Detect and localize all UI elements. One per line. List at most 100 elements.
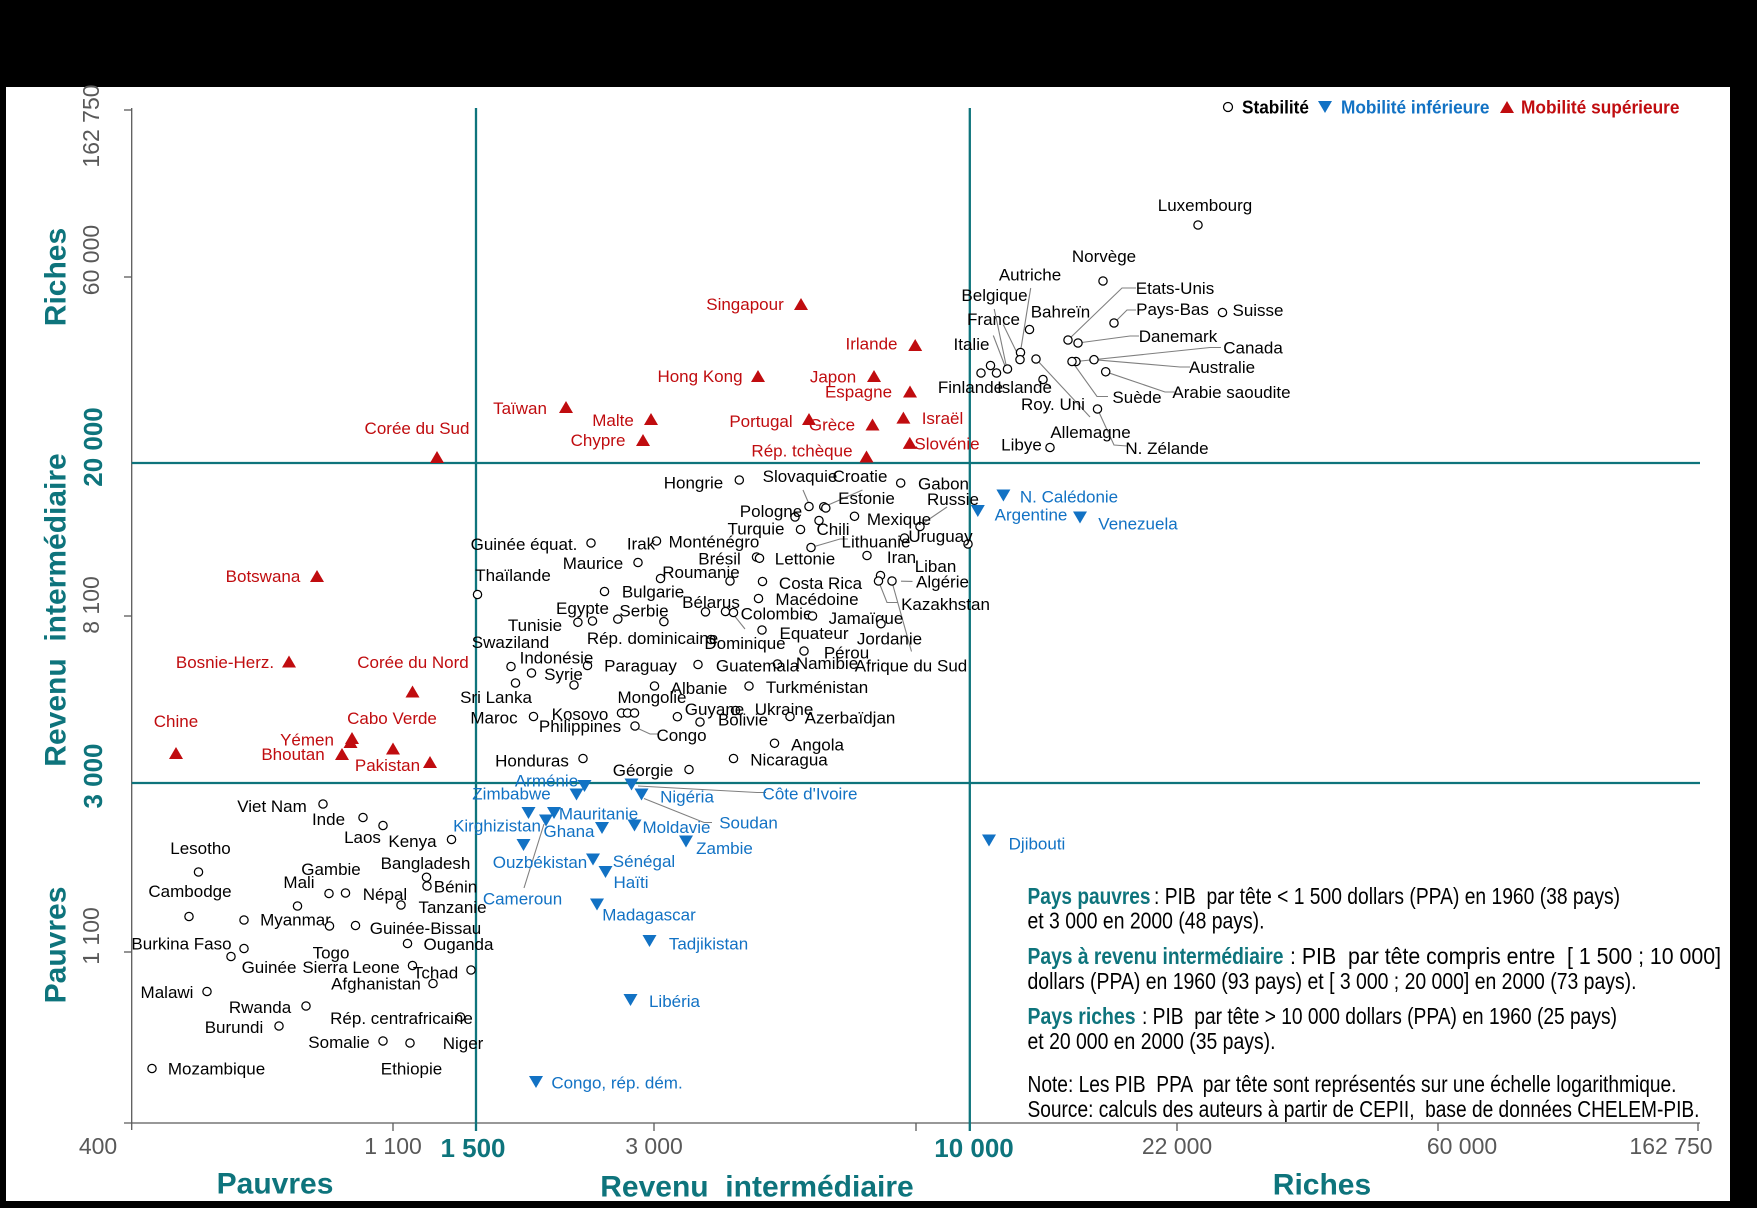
svg-text:22 000: 22 000 [1142,1133,1212,1159]
svg-text:Namibie: Namibie [796,654,858,673]
svg-text:Afrique du Sud: Afrique du Sud [855,656,967,675]
svg-text:Lithuanie: Lithuanie [841,532,910,551]
svg-text:Roy. Uni: Roy. Uni [1021,395,1085,414]
svg-text:Italie: Italie [954,335,990,354]
svg-text:Bahreïn: Bahreïn [1031,302,1091,321]
svg-text:8 100: 8 100 [78,576,104,634]
svg-text:Maroc: Maroc [470,708,518,727]
svg-text:Liban: Liban [915,557,957,576]
svg-text:Rép. centrafricaine: Rép. centrafricaine [330,1009,473,1028]
svg-text:Portugal: Portugal [729,412,792,431]
svg-text:et 3 000 en 2000 (48 pays).: et 3 000 en 2000 (48 pays). [1028,908,1265,934]
svg-text:Côte d'Ivoire: Côte d'Ivoire [763,784,858,803]
svg-text:Corée du Sud: Corée du Sud [365,419,470,438]
svg-text:Ghana: Ghana [543,822,595,841]
svg-text:Libye: Libye [1001,435,1042,454]
svg-text:Turkménistan: Turkménistan [766,678,868,697]
svg-text:Rép. tchèque: Rép. tchèque [751,441,852,460]
svg-text:Mali: Mali [283,873,314,892]
svg-text:Sénégal: Sénégal [613,852,675,871]
svg-text:Venezuela: Venezuela [1098,514,1178,533]
svg-text:Allemagne: Allemagne [1050,423,1130,442]
svg-text:Danemark: Danemark [1139,327,1218,346]
svg-text:Mozambique: Mozambique [168,1059,265,1078]
svg-text:Indonésie: Indonésie [520,648,594,667]
svg-text:: PIB par tête compris entre: : PIB par tête compris entre [ 1 500 ; 1… [1290,943,1721,969]
svg-text:400: 400 [79,1133,117,1159]
svg-text:Zimbabwe: Zimbabwe [472,784,550,803]
svg-text:Equateur: Equateur [780,624,849,643]
svg-text:Belgique: Belgique [961,286,1027,305]
svg-text:Pays à revenu intermédiaire: Pays à revenu intermédiaire [1028,943,1284,969]
svg-text:Angola: Angola [791,735,844,754]
svg-text:Pauvres: Pauvres [217,1168,334,1201]
svg-text:Mobilité supérieure: Mobilité supérieure [1521,97,1680,117]
svg-text:Singapour: Singapour [706,295,784,314]
svg-text:Cambodge: Cambodge [148,882,231,901]
svg-text:Nicaragua: Nicaragua [750,750,828,769]
svg-text:Géorgie: Géorgie [613,761,673,780]
svg-text:Guyane: Guyane [685,700,745,719]
svg-text:Grèce: Grèce [809,415,855,434]
svg-text:60 000: 60 000 [1427,1133,1497,1159]
svg-text:Brésil: Brésil [698,549,741,568]
svg-text:Algérie: Algérie [916,572,969,591]
svg-text:Kosovo: Kosovo [552,705,609,724]
svg-text:Rép. dominicaine: Rép. dominicaine [587,629,718,648]
svg-text:Congo, rép. dém.: Congo, rép. dém. [551,1073,682,1092]
svg-text:Pays pauvres: Pays pauvres [1028,883,1151,909]
svg-text:Maurice: Maurice [563,554,623,573]
svg-text:et 20 000 en 2000 (35 pays).: et 20 000 en 2000 (35 pays). [1028,1028,1276,1054]
svg-text:Gabon: Gabon [918,474,969,493]
svg-text:Tanzanie: Tanzanie [418,898,486,917]
svg-text:Chili: Chili [816,520,849,539]
svg-text:N. Zélande: N. Zélande [1125,439,1208,458]
svg-text:Azerbaïdjan: Azerbaïdjan [805,708,896,727]
svg-text:3 000: 3 000 [78,743,108,808]
svg-text:Inde: Inde [312,810,345,829]
svg-text:Mauritanie: Mauritanie [559,804,638,823]
svg-text:Jordanie: Jordanie [857,629,922,648]
svg-text:Argentine: Argentine [995,505,1068,524]
svg-text:Bosnie-Herz.: Bosnie-Herz. [176,653,274,672]
svg-text:Hong Kong: Hong Kong [657,367,742,386]
svg-text:Tchad: Tchad [413,963,458,982]
svg-text:Tadjikistan: Tadjikistan [669,934,748,953]
svg-text:Corée du Nord: Corée du Nord [357,653,469,672]
svg-text:Myanmar: Myanmar [260,910,331,929]
svg-text:Finlande: Finlande [938,378,1003,397]
svg-text:Irlande: Irlande [846,334,898,353]
svg-text:Togo: Togo [313,943,350,962]
svg-text:162 750: 162 750 [1629,1133,1712,1159]
svg-text:Pérou: Pérou [824,643,869,662]
svg-text:Turquie: Turquie [727,519,784,538]
svg-text:France: France [967,310,1020,329]
svg-text:N. Calédonie: N. Calédonie [1020,487,1118,506]
svg-text:Burundi: Burundi [205,1018,264,1037]
svg-text:Stabilité: Stabilité [1242,97,1309,117]
svg-text:Tunisie: Tunisie [508,616,562,635]
svg-text:Pays riches: Pays riches [1028,1003,1136,1029]
svg-text:Congo: Congo [656,726,706,745]
svg-text:Serbie: Serbie [619,601,668,620]
svg-text:60 000: 60 000 [78,225,104,295]
svg-text:Kazakhstan: Kazakhstan [901,595,990,614]
svg-text:Botswana: Botswana [226,567,301,586]
svg-text:10 000: 10 000 [934,1133,1014,1163]
svg-text:Djibouti: Djibouti [1009,834,1066,853]
svg-text:Burkina Faso: Burkina Faso [131,934,231,953]
svg-text:Etats-Unis: Etats-Unis [1136,279,1214,298]
svg-text:Lesotho: Lesotho [170,839,231,858]
svg-text:Guinée équat.: Guinée équat. [471,535,578,554]
svg-text:Malte: Malte [592,411,634,430]
svg-text:1 100: 1 100 [78,907,104,965]
svg-text:Nigéria: Nigéria [660,787,714,806]
svg-text:Mobilité inférieure: Mobilité inférieure [1341,97,1490,117]
svg-text:Uruguay: Uruguay [908,527,973,546]
svg-text:Afghanistan: Afghanistan [331,974,421,993]
svg-text:Bénin: Bénin [434,877,477,896]
svg-text:Gambie: Gambie [301,860,361,879]
svg-text:Revenu intermédiaire: Revenu intermédiaire [600,1171,913,1204]
svg-text:Kenya: Kenya [388,832,437,851]
svg-text:Madagascar: Madagascar [602,905,696,924]
